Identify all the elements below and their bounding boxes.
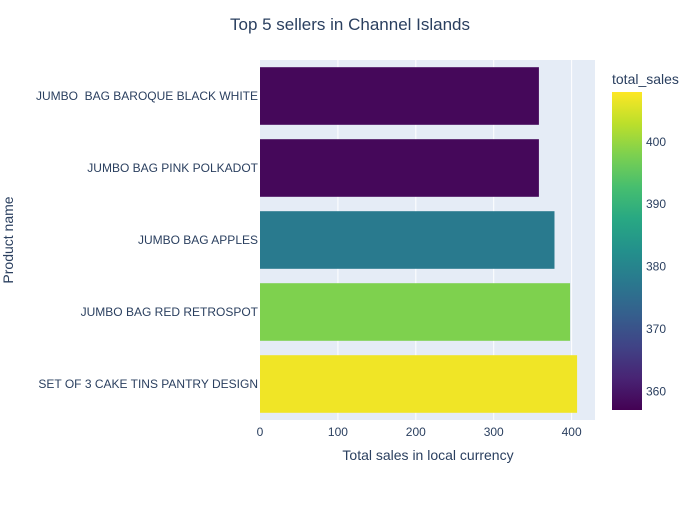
x-tick-label: 200 bbox=[406, 425, 426, 439]
colorbar-title: total_sales bbox=[612, 71, 679, 87]
bar bbox=[260, 211, 555, 269]
y-tick-label: JUMBO BAG BAROQUE BLACK WHITE bbox=[36, 89, 258, 103]
y-tick-label: JUMBO BAG PINK POLKADOT bbox=[87, 161, 258, 175]
colorbar-tick-label: 390 bbox=[646, 197, 666, 211]
colorbar-tick-label: 370 bbox=[646, 322, 666, 336]
bars bbox=[260, 67, 578, 413]
x-tick-label: 100 bbox=[328, 425, 348, 439]
y-tick-label: JUMBO BAG APPLES bbox=[138, 233, 258, 247]
y-tick-label: SET OF 3 CAKE TINS PANTRY DESIGN bbox=[38, 377, 258, 391]
x-tick-label: 0 bbox=[257, 425, 264, 439]
x-tick-label: 300 bbox=[484, 425, 504, 439]
y-tick-labels: JUMBO BAG BAROQUE BLACK WHITE JUMBO BAG P… bbox=[36, 89, 259, 391]
bar bbox=[260, 355, 578, 413]
colorbar: total_sales 360 370 380 390 400 bbox=[612, 71, 679, 410]
colorbar-tick-label: 400 bbox=[646, 135, 666, 149]
x-tick-label: 400 bbox=[562, 425, 582, 439]
bar bbox=[260, 67, 539, 125]
colorbar-tick-label: 380 bbox=[646, 260, 666, 274]
y-tick-label: JUMBO BAG RED RETROSPOT bbox=[81, 305, 259, 319]
x-tick-labels: 0 100 200 300 400 bbox=[257, 425, 582, 439]
bar bbox=[260, 283, 571, 341]
bar bbox=[260, 139, 539, 197]
colorbar-gradient bbox=[612, 92, 642, 410]
y-axis-label: Product name bbox=[0, 196, 16, 283]
chart-title: Top 5 sellers in Channel Islands bbox=[230, 15, 470, 34]
x-axis-label: Total sales in local currency bbox=[342, 447, 513, 463]
colorbar-tick-label: 360 bbox=[646, 384, 666, 398]
